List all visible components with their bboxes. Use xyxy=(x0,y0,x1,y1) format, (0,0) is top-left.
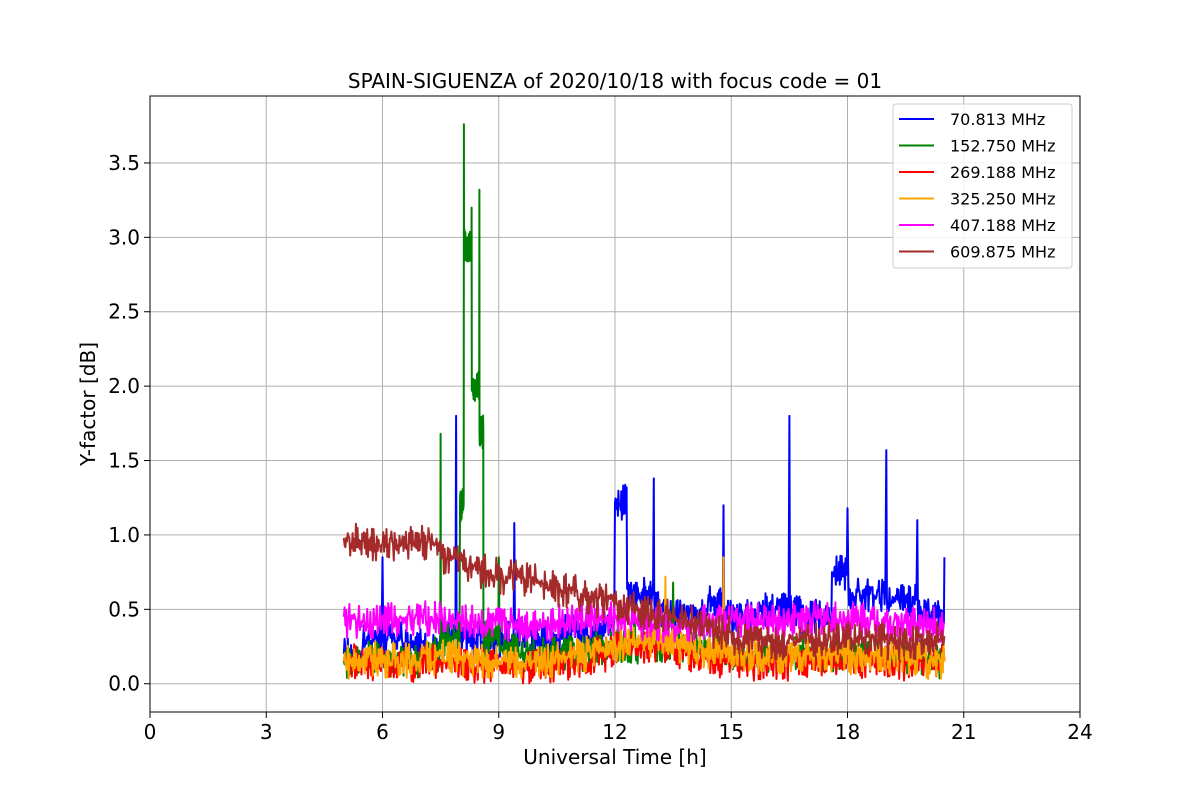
y-axis: 0.0 0.5 1.0 1.5 2.0 2.5 3.0 3.5 xyxy=(108,151,150,696)
x-axis-label: Universal Time [h] xyxy=(523,745,706,769)
x-tick-label: 6 xyxy=(376,720,389,744)
legend-label: 152.750 MHz xyxy=(950,137,1055,156)
x-tick-label: 15 xyxy=(719,720,744,744)
y-axis-label: Y-factor [dB] xyxy=(76,342,100,467)
y-tick-label: 1.0 xyxy=(108,523,140,547)
y-tick-label: 0.5 xyxy=(108,597,140,621)
y-tick-label: 1.5 xyxy=(108,449,140,473)
y-tick-label: 3.5 xyxy=(108,151,140,175)
y-tick-label: 0.0 xyxy=(108,672,140,696)
x-axis: 0 3 6 9 12 15 18 21 24 xyxy=(144,712,1093,744)
x-tick-label: 24 xyxy=(1067,720,1092,744)
series-line xyxy=(342,522,946,661)
chart-title: SPAIN-SIGUENZA of 2020/10/18 with focus … xyxy=(348,69,882,93)
x-tick-label: 18 xyxy=(835,720,860,744)
y-tick-label: 2.5 xyxy=(108,300,140,324)
y-tick-label: 3.0 xyxy=(108,225,140,249)
x-tick-label: 9 xyxy=(492,720,505,744)
series-layer xyxy=(342,123,946,685)
legend-label: 325.250 MHz xyxy=(950,190,1055,209)
y-tick-label: 2.0 xyxy=(108,374,140,398)
x-tick-label: 12 xyxy=(602,720,627,744)
x-tick-label: 3 xyxy=(260,720,273,744)
legend-label: 609.875 MHz xyxy=(950,243,1055,262)
legend: 70.813 MHz 152.750 MHz 269.188 MHz 325.250 … xyxy=(892,103,1073,269)
legend-label: 70.813 MHz xyxy=(950,110,1045,129)
legend-box xyxy=(892,103,1073,269)
x-tick-label: 0 xyxy=(144,720,157,744)
legend-label: 269.188 MHz xyxy=(950,163,1055,182)
legend-label: 407.188 MHz xyxy=(950,216,1055,235)
x-tick-label: 21 xyxy=(951,720,976,744)
